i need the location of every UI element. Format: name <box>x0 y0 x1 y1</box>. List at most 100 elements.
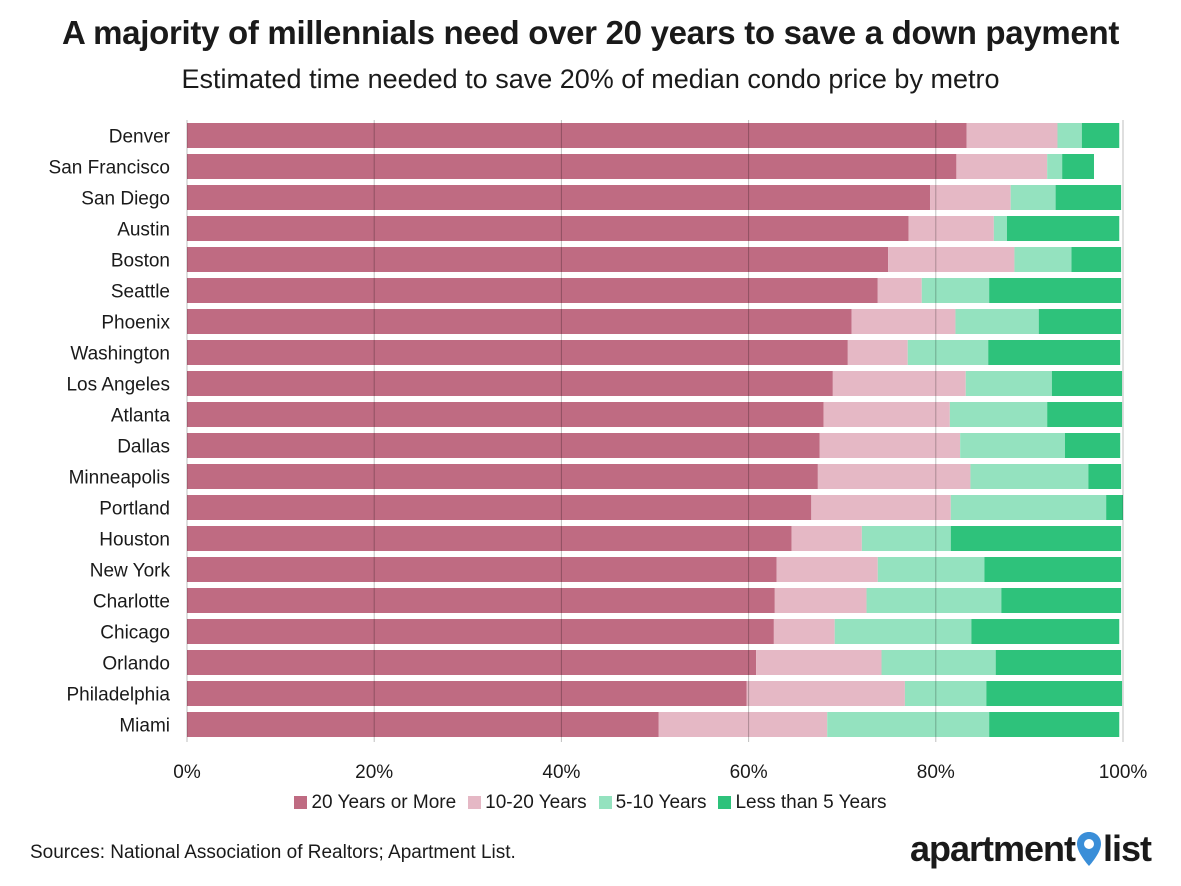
bar-segment-10-3 <box>949 402 1048 427</box>
x-tick-label: 80% <box>917 762 955 783</box>
bar-segment-5-4 <box>1071 247 1122 272</box>
category-label: Charlotte <box>93 592 170 613</box>
category-label: Dallas <box>117 437 170 458</box>
category-label: Washington <box>70 344 170 365</box>
category-label: Atlanta <box>111 406 171 427</box>
category-label: Phoenix <box>101 313 170 334</box>
bar-segment-16-2 <box>774 588 867 613</box>
bar-segment-19-2 <box>746 681 905 706</box>
bar-segment-9-3 <box>965 371 1052 396</box>
bar-segment-6-4 <box>989 278 1122 303</box>
category-label: New York <box>90 561 171 582</box>
legend-swatch <box>598 796 612 809</box>
logo-text-left: apartment <box>909 828 1076 869</box>
bar-segment-11-1 <box>187 433 820 458</box>
bar-segment-7-1 <box>187 309 852 334</box>
bar-segment-13-2 <box>811 495 951 520</box>
logo-text-right: list <box>1102 828 1152 869</box>
map-pin-icon <box>1076 832 1101 866</box>
legend-swatch <box>294 796 308 809</box>
x-tick-label: 20% <box>355 762 393 783</box>
bar-segment-14-1 <box>187 526 792 551</box>
bar-segment-9-1 <box>187 371 833 396</box>
x-tick-label: 0% <box>173 762 201 783</box>
bar-segment-8-1 <box>187 340 848 365</box>
bar-segment-10-2 <box>823 402 950 427</box>
bar-segment-16-3 <box>866 588 1002 613</box>
bar-segment-9-4 <box>1051 371 1123 396</box>
bar-segment-13-3 <box>950 495 1107 520</box>
bar-segment-8-4 <box>988 340 1121 365</box>
legend-swatch <box>718 796 732 809</box>
bar-segment-11-2 <box>819 433 961 458</box>
bar-segment-1-3 <box>1057 123 1082 148</box>
source-note: Sources: National Association of Realtor… <box>30 842 516 863</box>
bar-segment-17-4 <box>971 619 1120 644</box>
category-label: Denver <box>109 127 171 148</box>
bar-segment-16-4 <box>1001 588 1122 613</box>
category-label: San Francisco <box>49 158 170 179</box>
bar-segment-8-2 <box>847 340 908 365</box>
category-label: Los Angeles <box>66 375 170 396</box>
bar-segment-15-4 <box>984 557 1122 582</box>
bar-segment-18-3 <box>881 650 996 675</box>
bar-segment-3-1 <box>187 185 931 210</box>
bar-segment-20-1 <box>187 712 659 737</box>
bar-segment-5-3 <box>1014 247 1072 272</box>
chart-subtitle: Estimated time needed to save 20% of med… <box>181 64 1000 94</box>
bar-segment-20-4 <box>989 712 1120 737</box>
bar-segment-19-4 <box>986 681 1123 706</box>
legend-swatch <box>468 796 482 809</box>
bar-segment-6-1 <box>187 278 878 303</box>
category-label: Minneapolis <box>69 468 170 489</box>
bar-segment-17-2 <box>773 619 835 644</box>
bar-segment-10-1 <box>187 402 824 427</box>
bar-segment-6-3 <box>921 278 990 303</box>
bar-segment-12-3 <box>970 464 1089 489</box>
legend-item: 10-20 Years <box>468 792 587 814</box>
bar-segment-16-1 <box>187 588 775 613</box>
bar-segment-6-2 <box>877 278 922 303</box>
bar-segment-3-4 <box>1055 185 1122 210</box>
legend-label: 5-10 Years <box>615 792 707 813</box>
category-label: Austin <box>117 220 170 241</box>
bar-segment-20-2 <box>658 712 828 737</box>
bar-segment-12-4 <box>1088 464 1122 489</box>
bar-segment-17-3 <box>834 619 972 644</box>
bar-segment-1-4 <box>1081 123 1120 148</box>
bar-segment-5-1 <box>187 247 889 272</box>
legend-label: 10-20 Years <box>485 792 587 813</box>
bar-segment-4-3 <box>993 216 1007 241</box>
bar-segment-19-1 <box>187 681 747 706</box>
category-label: Boston <box>111 251 170 272</box>
bar-segment-14-4 <box>950 526 1122 551</box>
chart-title: A majority of millennials need over 20 y… <box>61 14 1120 51</box>
category-label: Philadelphia <box>66 685 170 706</box>
bar-segment-19-3 <box>904 681 987 706</box>
bar-segment-9-2 <box>832 371 966 396</box>
category-label: Houston <box>99 530 170 551</box>
legend-item: Less than 5 Years <box>718 792 887 814</box>
bar-segment-11-4 <box>1064 433 1121 458</box>
bar-segment-17-1 <box>187 619 774 644</box>
x-tick-label: 60% <box>730 762 768 783</box>
bar-segment-13-1 <box>187 495 812 520</box>
category-label: Orlando <box>102 654 170 675</box>
category-label: San Diego <box>81 189 170 210</box>
bar-segment-18-4 <box>995 650 1122 675</box>
category-label: Seattle <box>111 282 170 303</box>
bar-segment-5-2 <box>888 247 1015 272</box>
bar-segment-1-1 <box>187 123 967 148</box>
category-label: Chicago <box>100 623 170 644</box>
bar-segment-2-3 <box>1047 154 1063 179</box>
bar-segment-13-4 <box>1106 495 1123 520</box>
bar-segment-11-3 <box>960 433 1065 458</box>
bar-segment-4-1 <box>187 216 909 241</box>
category-label: Portland <box>99 499 170 520</box>
bar-segment-3-2 <box>930 185 1011 210</box>
legend-label: Less than 5 Years <box>735 792 887 813</box>
stacked-bar-chart: Denver San Francisco San Diego Austin Boston… <box>49 120 1147 783</box>
bar-segment-14-2 <box>791 526 862 551</box>
bar-segment-7-4 <box>1038 309 1122 334</box>
bar-segment-15-3 <box>877 557 985 582</box>
